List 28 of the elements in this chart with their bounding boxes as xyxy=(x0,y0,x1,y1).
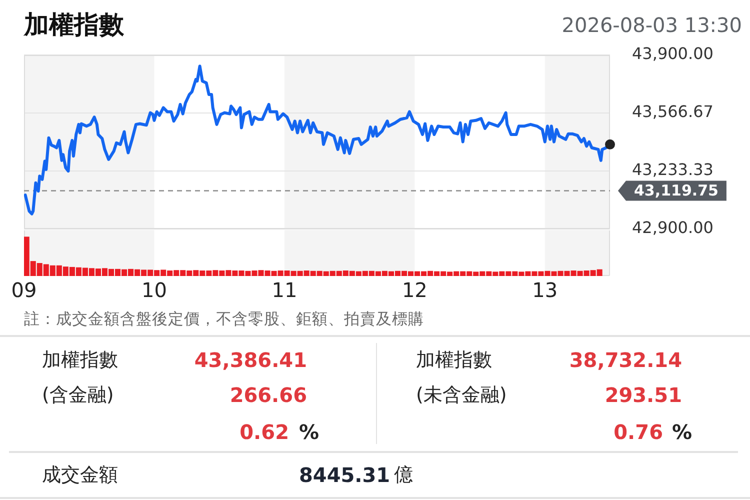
x-tick-label: 09 xyxy=(11,278,37,302)
y-tick-label: 43,900.00 xyxy=(632,44,714,64)
ref-line-label: 43,119.75 xyxy=(634,182,718,200)
text: 2026-08-03 13:30 xyxy=(562,12,742,39)
text: 266.66 xyxy=(230,382,307,409)
y-tick-label: 42,900.00 xyxy=(632,218,714,238)
text: % xyxy=(299,419,320,446)
text: 38,732.14 xyxy=(569,347,682,374)
text: 43,386.41 xyxy=(194,347,307,374)
text: 8445.31 xyxy=(299,462,390,489)
text: (未含金融) xyxy=(416,383,507,408)
text: 註：成交金額含盤後定價，不含零股、鉅額、拍賣及標購 xyxy=(24,309,424,330)
text: (含金融) xyxy=(42,383,114,408)
y-tick-label: 43,566.67 xyxy=(632,102,714,122)
text: % xyxy=(672,419,692,446)
x-tick-label: 11 xyxy=(272,278,298,302)
x-tick-label: 13 xyxy=(532,278,558,302)
text: 加權指數 xyxy=(416,348,492,373)
text: 293.51 xyxy=(604,382,682,409)
y-tick-label: 43,233.33 xyxy=(632,160,714,180)
text: 加權指數 xyxy=(42,348,118,373)
text: 0.62 xyxy=(240,419,289,446)
x-tick-label: 12 xyxy=(402,278,428,302)
x-tick-label: 10 xyxy=(141,278,167,302)
text: 0.76 xyxy=(614,419,663,446)
text: 成交金額 xyxy=(42,463,118,488)
chart-title: 加權指數 xyxy=(24,9,124,41)
text: 億 xyxy=(394,463,413,488)
